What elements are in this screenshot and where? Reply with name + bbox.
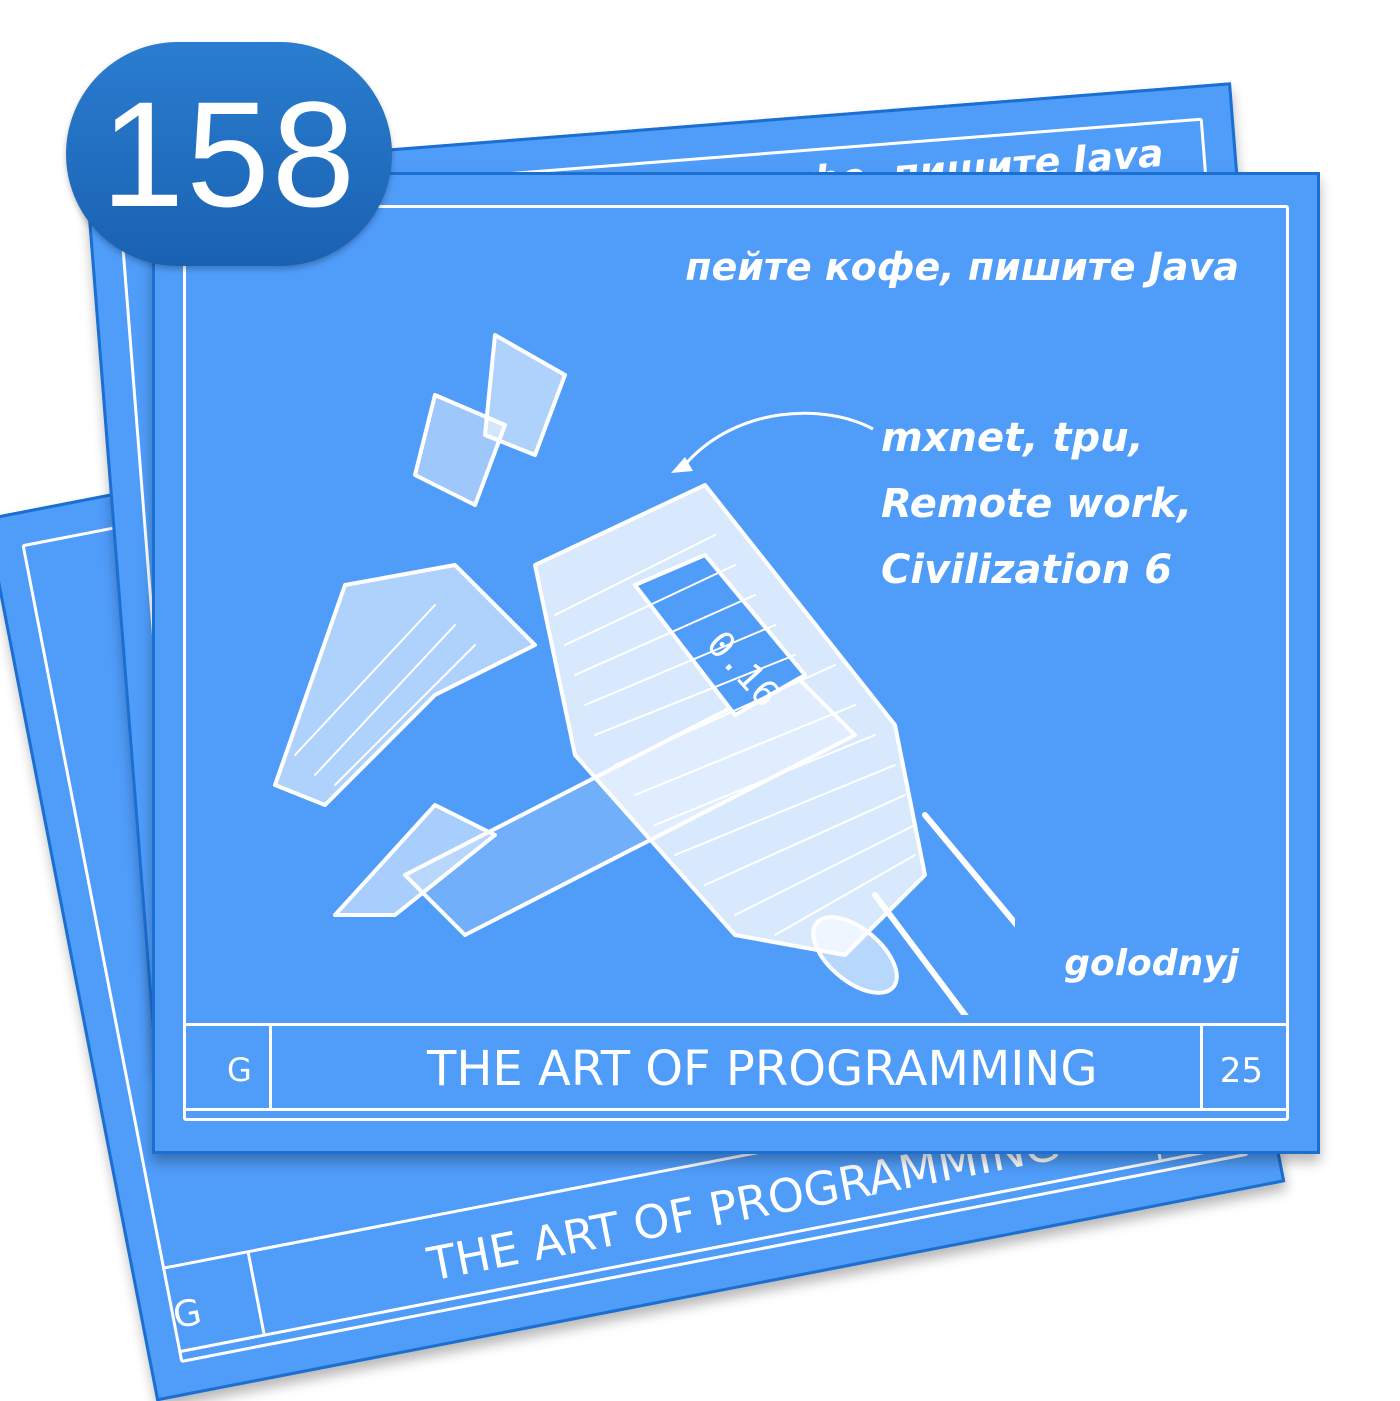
topics-line-2: Remote work, [881,481,1193,527]
footer-right-cell [1200,1026,1289,1108]
corner-letter: G [227,1051,252,1089]
corner-number: 25 [1219,1051,1263,1091]
podcast-title: THE ART OF PROGRAMMING [427,1041,1098,1097]
topics-line-1: mxnet, tpu, [881,415,1144,461]
author: golodnyj [1064,943,1239,984]
tagline: пейте кофе, пишите Java [685,245,1239,289]
topics-line-3: Civilization 6 [881,547,1173,593]
front-card: пейте кофе, пишите Java mxnet, tpu, Remo… [152,172,1320,1154]
footer-bar [183,1023,1289,1111]
caliper-sketch-icon: 0.16 [273,333,1015,1015]
episode-number: 158 [100,70,358,238]
footer-left-cell [183,1026,272,1108]
episode-badge: 158 [66,42,392,266]
pointer-arrow-icon [671,411,874,473]
front-card-frame [183,205,1289,1121]
